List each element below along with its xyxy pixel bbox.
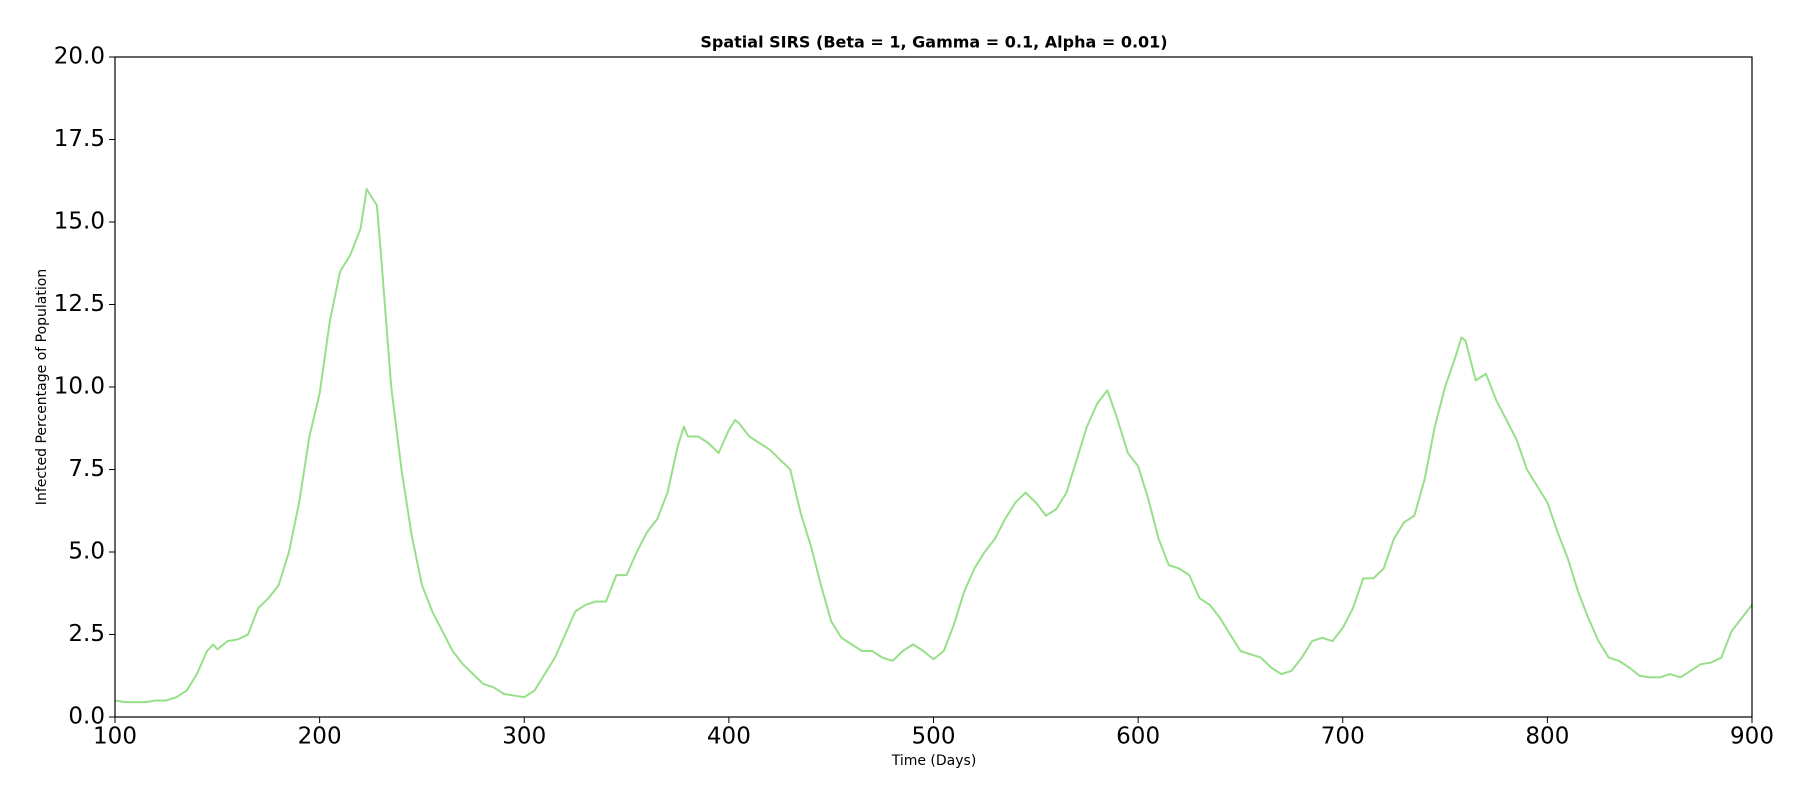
y-tick-label: 17.5 xyxy=(54,126,105,152)
y-tick-label: 10.0 xyxy=(54,374,105,400)
x-tick-label: 300 xyxy=(502,724,546,750)
x-tick-label: 600 xyxy=(1116,724,1160,750)
data-line xyxy=(114,188,1753,704)
y-tick-label: 15.0 xyxy=(54,209,105,235)
x-tick-label: 200 xyxy=(298,724,342,750)
x-tick-label: 800 xyxy=(1525,724,1569,750)
x-tick-label: 900 xyxy=(1730,724,1774,750)
y-tick-label: 0.0 xyxy=(68,704,105,730)
y-tick-label: 5.0 xyxy=(68,539,105,565)
y-tick-label: 7.5 xyxy=(68,456,105,482)
x-tick-label: 400 xyxy=(707,724,751,750)
x-tick-label: 700 xyxy=(1321,724,1365,750)
y-axis-label: Infected Percentage of Population xyxy=(34,269,50,505)
chart-title: Spatial SIRS (Beta = 1, Gamma = 0.1, Alp… xyxy=(700,33,1167,52)
y-tick-label: 12.5 xyxy=(54,291,105,317)
y-tick-label: 2.5 xyxy=(68,621,105,647)
x-axis-label: Time (Days) xyxy=(891,753,977,769)
x-tick-label: 500 xyxy=(912,724,956,750)
y-tick-label: 20.0 xyxy=(54,44,105,70)
plot-frame xyxy=(114,56,1753,718)
x-tick-label: 100 xyxy=(93,724,137,750)
